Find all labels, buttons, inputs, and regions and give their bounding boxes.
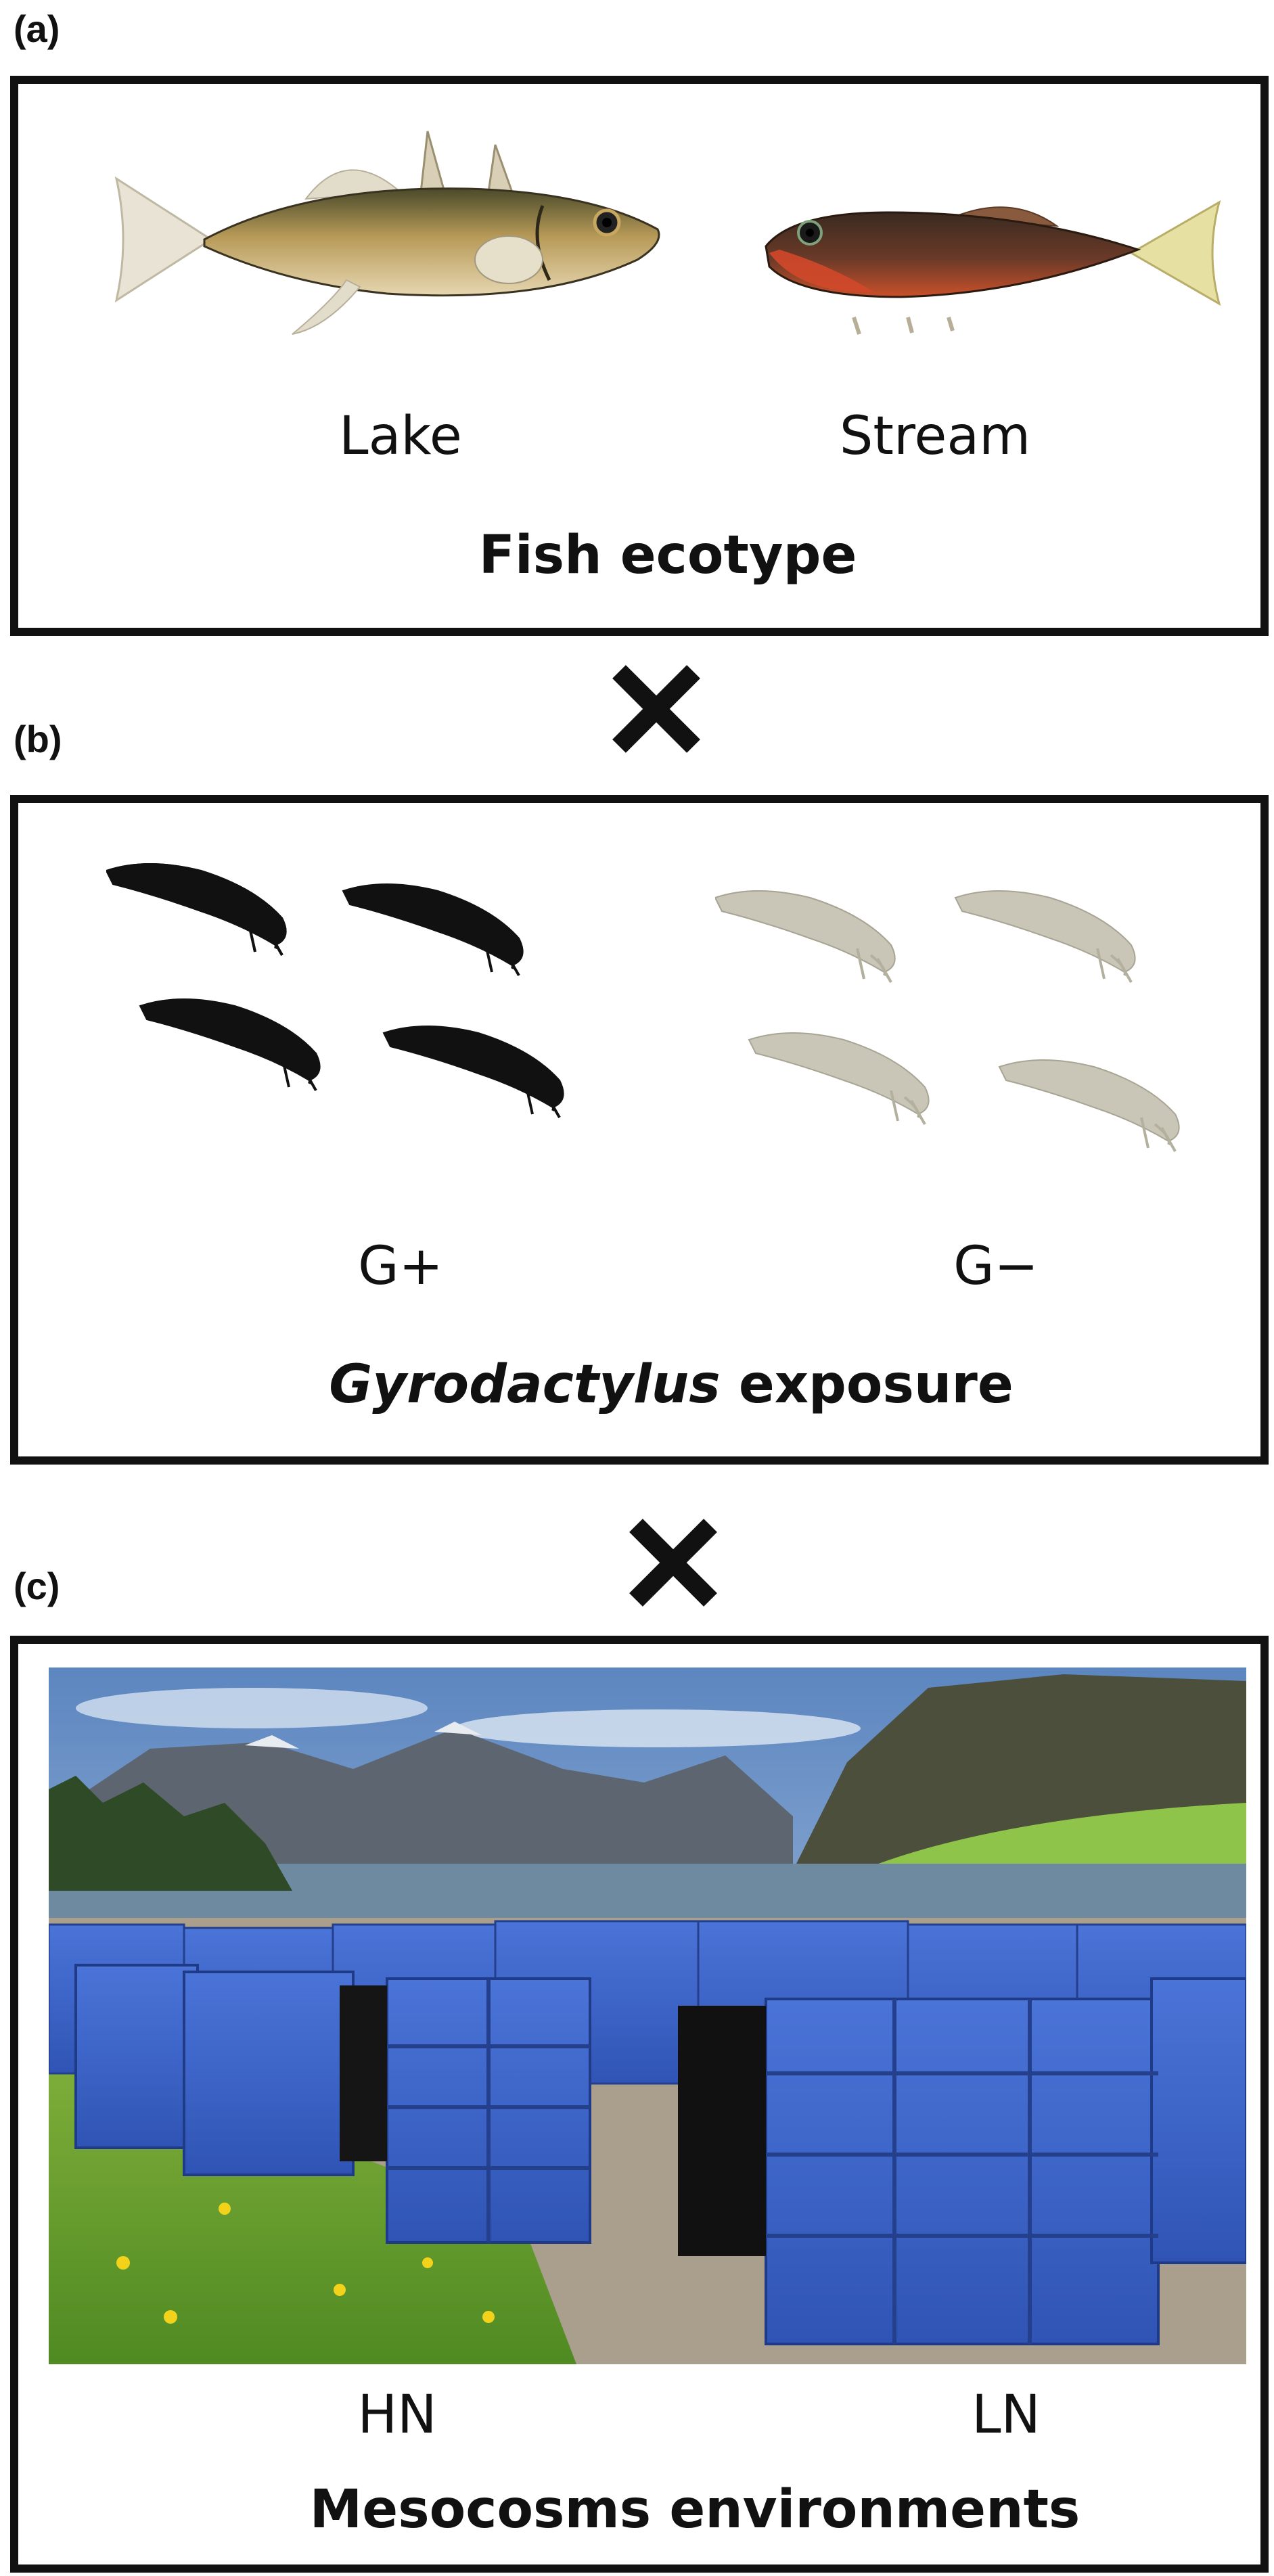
ln-label: LN [972,2385,1041,2445]
parasite-group-g-plus [106,862,565,1119]
panel-a-fish-ecotype: Lake Stream Fish ecotype [10,76,1269,636]
panel-a-letter: (a) [14,7,60,50]
multiply-cross-icon [629,1519,717,1607]
fish-ecotype-title: Fish ecotype [478,525,857,586]
panel-c-mesocosms-environments: HN LN Mesocosms environments [10,1636,1269,2573]
panel-b-gyrodactylus-exposure: G+ G− Gyrodactylus exposure [10,795,1269,1465]
exposure-title-rest: exposure [720,1354,1014,1415]
mesocosm-photo [49,1668,1246,2364]
parasite-group-g-minus [715,890,1181,1153]
gyrodactylus-title-italic: Gyrodactylus [329,1354,721,1415]
hn-label: HN [357,2385,437,2445]
panel-c-letter: (c) [14,1565,60,1607]
g-plus-label: G+ [358,1236,443,1297]
panel-b-letter: (b) [14,718,62,760]
stickleback-stream-fish-icon [765,200,1221,335]
stickleback-lake-fish-icon [114,131,660,335]
multiply-cross-icon [612,665,700,753]
stream-label: Stream [839,406,1031,467]
mesocosms-environments-title: Mesocosms environments [309,2479,1080,2540]
g-minus-label: G− [953,1236,1039,1297]
gyrodactylus-exposure-title: Gyrodactylus exposure [329,1354,1014,1415]
lake-label: Lake [339,406,462,467]
